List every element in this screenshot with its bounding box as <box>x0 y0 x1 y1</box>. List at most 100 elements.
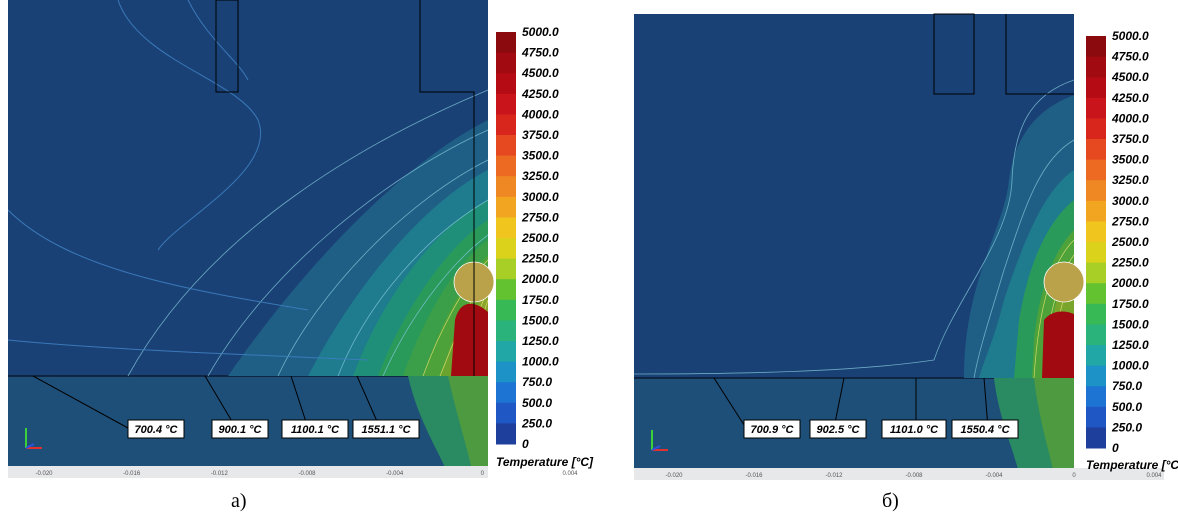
colorbar-segment <box>496 114 516 136</box>
temperature-field <box>8 0 495 474</box>
probe-text: 700.4 °C <box>135 424 179 436</box>
colorbar-tick-label: 1250.0 <box>1112 338 1149 352</box>
probe-label-1: 700.9 °C <box>743 419 801 439</box>
colorbar-tick-label: 4250.0 <box>1111 91 1149 105</box>
probe-label-3: 1100.1 °C <box>281 419 349 439</box>
colorbar-segment <box>496 155 516 177</box>
colorbar-segment <box>1086 159 1106 181</box>
colorbar-tick-label: 750.0 <box>522 375 552 389</box>
colorbar-segment <box>1086 365 1106 387</box>
colorbar-tick-label: 4750.0 <box>1111 50 1149 64</box>
probe-label-2: 902.5 °C <box>809 419 867 439</box>
colorbar-tick-label: 0 <box>522 437 529 451</box>
colorbar-tick-label: 250.0 <box>521 416 552 430</box>
axis-triad-icon <box>651 430 668 451</box>
colorbar-segment <box>496 176 516 198</box>
colorbar-tick-label: 2750.0 <box>521 210 559 224</box>
colorbar-tick-label: 3000.0 <box>1112 194 1149 208</box>
colorbar-segment <box>1086 180 1106 202</box>
colorbar-tick-label: 4500.0 <box>521 66 559 80</box>
probe-label-1: 700.4 °C <box>127 419 185 439</box>
colorbar-segment <box>1086 427 1106 449</box>
colorbar-segment <box>496 279 516 301</box>
colorbar-segment <box>496 341 516 363</box>
colorbar-tick-label: 0 <box>1112 441 1119 455</box>
colorbar-title: Temperature [°C <box>1086 458 1178 472</box>
probe-text: 700.9 °C <box>751 424 795 436</box>
colorbar-tick-label: 1750.0 <box>522 293 559 307</box>
colorbar-segment <box>496 382 516 404</box>
colorbar-segment <box>496 73 516 95</box>
panel-b: 700.9 °C 902.5 °C 1101.0 °C 1550.4 °C -0… <box>634 0 1178 490</box>
colorbar-tick-label: 4750.0 <box>521 46 559 60</box>
colorbar-segment <box>496 32 516 54</box>
probe-label-3: 1101.0 °C <box>881 419 947 439</box>
colorbar-segment <box>1086 118 1106 140</box>
colorbar-tick-label: 1750.0 <box>1112 297 1149 311</box>
colorbar-tick-label: 2000.0 <box>521 272 559 286</box>
x-ruler <box>8 466 488 478</box>
nozzle-outline <box>933 13 975 95</box>
probe-text: 1550.4 °C <box>960 424 1010 436</box>
colorbar-segment <box>1086 283 1106 305</box>
probe-text: 1101.0 °C <box>890 424 939 436</box>
colorbar-tick-label: 1500.0 <box>522 313 559 327</box>
wall-outline <box>1005 14 1074 95</box>
colorbar-segment <box>496 402 516 424</box>
colorbar-tick-label: 3500.0 <box>1112 153 1149 167</box>
colorbar-segment <box>1086 386 1106 408</box>
probe-text: 900.1 °C <box>219 424 263 436</box>
colorbar-segment <box>1086 36 1106 58</box>
x-tick-label: 0 <box>1072 473 1076 479</box>
colorbar-tick-label: 3000.0 <box>522 190 559 204</box>
x-tick-label: -0.016 <box>123 471 141 477</box>
colorbar-segment <box>496 93 516 115</box>
x-tick-label: -0.004 <box>386 471 404 477</box>
colorbar-tick-label: 4000.0 <box>521 107 559 121</box>
probe-text: 1551.1 °C <box>361 424 411 436</box>
colorbar-segment <box>1086 303 1106 325</box>
colorbar-segment <box>1086 56 1106 78</box>
colorbar-tick-label: 1500.0 <box>1112 317 1149 331</box>
x-ruler-ticks: -0.020 -0.016 -0.012 -0.008 -0.004 0 0.004 <box>35 471 578 477</box>
colorbar-segment <box>496 361 516 383</box>
x-ruler <box>634 468 1164 480</box>
probe-label-4: 1551.1 °C <box>352 419 420 439</box>
x-tick-label: 0.004 <box>1146 473 1162 479</box>
colorbar-tick-label: 1000.0 <box>1112 359 1149 373</box>
colorbar-tick-label: 4500.0 <box>1111 70 1149 84</box>
colorbar-segment <box>1086 324 1106 346</box>
colorbar-tick-label: 5000.0 <box>1112 29 1149 43</box>
colorbar-title: Temperature [°C] <box>496 455 594 469</box>
x-tick-label: -0.012 <box>825 473 843 479</box>
colorbar-tick-label: 3750.0 <box>522 128 559 142</box>
x-tick-label: -0.020 <box>665 473 683 479</box>
colorbar: 5000.0 4750.0 4500.0 4250.0 4000.0 3750.0 3500… <box>496 25 559 451</box>
colorbar-segment <box>1086 97 1106 119</box>
colorbar-tick-label: 3250.0 <box>1112 173 1149 187</box>
melt-pool <box>451 303 488 376</box>
x-tick-label: -0.020 <box>35 471 53 477</box>
colorbar-tick-label: 2250.0 <box>521 252 559 266</box>
panel-a: 700.4 °C 900.1 °C 1100.1 °C 1551.1 °C -0… <box>8 0 608 490</box>
colorbar-tick-label: 4000.0 <box>1111 111 1149 125</box>
colorbar-tick-label: 750.0 <box>1112 379 1142 393</box>
caption-b: б) <box>882 490 899 512</box>
colorbar-segment <box>1086 221 1106 243</box>
colorbar-segment <box>496 299 516 321</box>
wall-outline <box>419 0 475 376</box>
colorbar-tick-label: 2750.0 <box>1111 214 1149 228</box>
caption-a: а) <box>231 490 247 512</box>
colorbar-segment <box>1086 406 1106 428</box>
colorbar-segment <box>496 135 516 157</box>
colorbar-tick-label: 2000.0 <box>1111 276 1149 290</box>
x-tick-label: -0.012 <box>211 471 229 477</box>
colorbar-tick-label: 4250.0 <box>521 87 559 101</box>
colorbar-tick-label: 2250.0 <box>1111 256 1149 270</box>
colorbar-segment <box>496 258 516 280</box>
colorbar-tick-label: 500.0 <box>522 396 552 410</box>
colorbar-segment <box>1086 139 1106 161</box>
colorbar-segment <box>1086 200 1106 222</box>
probe-text: 902.5 °C <box>817 424 861 436</box>
colorbar-segment <box>496 238 516 260</box>
